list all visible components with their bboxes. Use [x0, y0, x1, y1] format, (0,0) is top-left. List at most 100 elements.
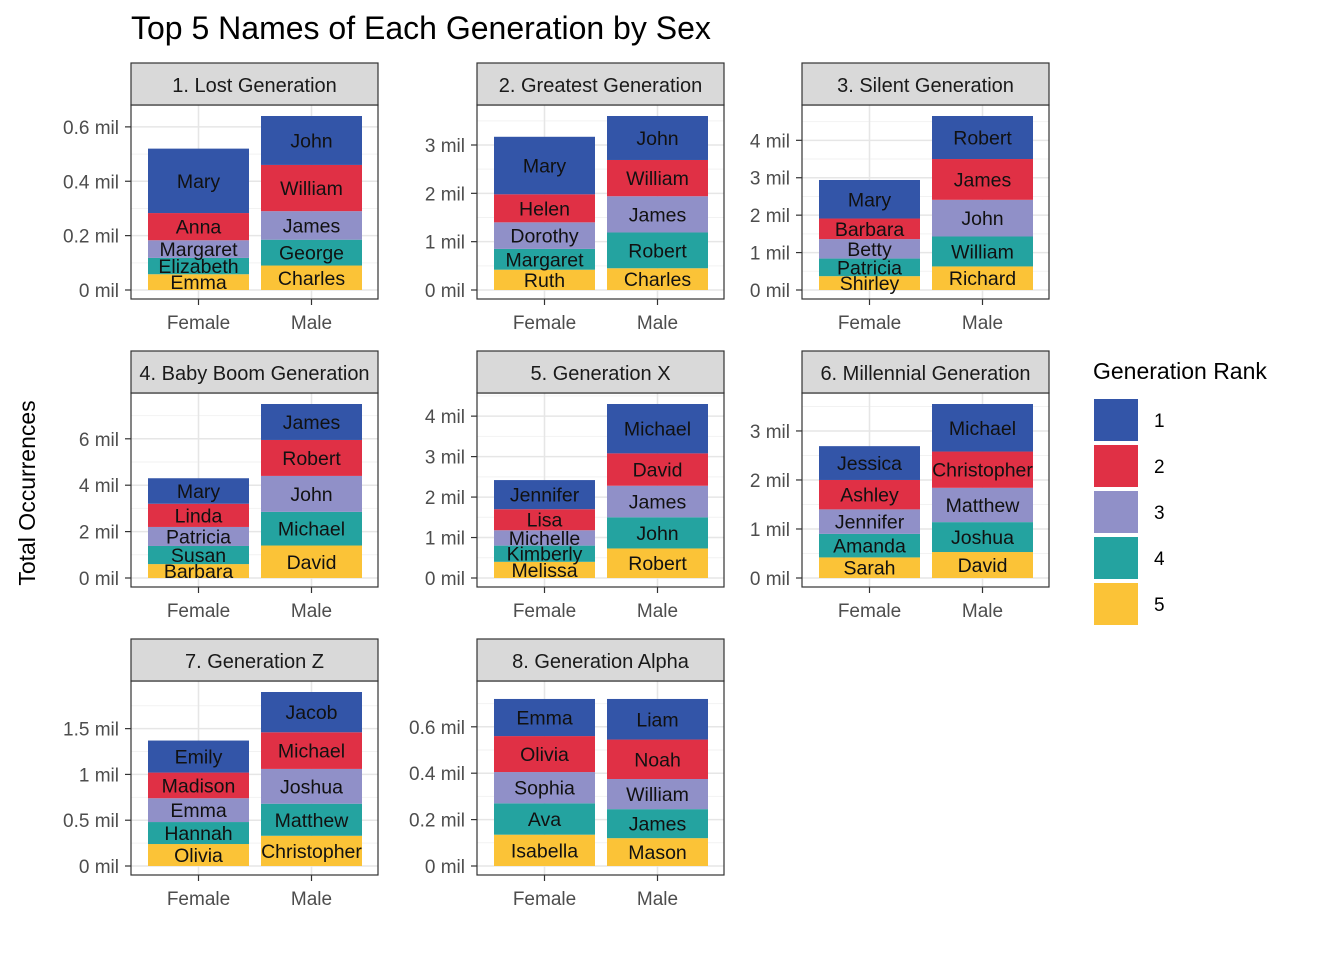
bar-segment	[607, 698, 708, 740]
bar-segment	[819, 533, 920, 558]
bar-label: Michael	[949, 418, 1016, 440]
x-tick-label: Male	[291, 601, 332, 622]
bar-segment	[607, 548, 708, 578]
bar-segment	[607, 485, 708, 518]
bar-segment	[148, 148, 249, 214]
y-tick-label: 0.6 mil	[409, 718, 465, 739]
bar-label: Michael	[278, 519, 345, 541]
bar-label: Melissa	[511, 560, 577, 582]
bar-label: Christopher	[261, 841, 362, 863]
legend-label: 1	[1154, 411, 1165, 432]
bar-segment	[932, 116, 1033, 160]
y-tick-label: 0.2 mil	[63, 227, 119, 248]
bar-label: Helen	[519, 198, 570, 220]
bar-label: Emma	[170, 800, 226, 822]
bar-segment	[261, 835, 362, 866]
bar-segment	[607, 196, 708, 233]
bar-label: Barbara	[835, 219, 905, 241]
bar-label: Charles	[624, 269, 691, 291]
legend-key	[1094, 491, 1138, 533]
bar-segment	[261, 211, 362, 240]
bar-segment	[819, 446, 920, 480]
bar-label: Susan	[171, 545, 226, 567]
bar-label: James	[629, 814, 687, 836]
x-tick-label: Female	[167, 889, 230, 910]
x-tick-label: Male	[637, 313, 678, 334]
bar-segment	[261, 692, 362, 733]
bar-segment	[494, 561, 595, 578]
bar-segment	[494, 698, 595, 737]
y-tick-label: 2 mil	[750, 471, 790, 492]
legend-key	[1094, 537, 1138, 579]
bar-label: Patricia	[837, 257, 902, 279]
bar-segment	[819, 179, 920, 219]
y-tick-label: 1 mil	[425, 529, 465, 550]
bar-segment	[148, 478, 249, 504]
bar-segment	[494, 509, 595, 531]
bar-label: Mason	[628, 842, 687, 864]
facet-strip	[130, 638, 379, 682]
bar-label: John	[961, 208, 1003, 230]
bar-segment	[932, 522, 1033, 553]
bar-label: Robert	[628, 553, 687, 575]
bar-segment	[932, 159, 1033, 200]
x-tick-label: Male	[962, 601, 1003, 622]
facet-strip	[130, 62, 379, 106]
bar-label: William	[280, 178, 343, 200]
x-tick-label: Female	[167, 601, 230, 622]
bar-label: Madison	[162, 775, 236, 797]
legend-label: 2	[1154, 457, 1165, 478]
bar-label: Ashley	[840, 485, 899, 507]
bar-label: Linda	[175, 505, 223, 527]
bar-label: David	[287, 552, 337, 574]
bar-segment	[148, 257, 249, 275]
bar-label: George	[279, 243, 344, 265]
bar-label: John	[290, 484, 332, 506]
bar-label: Isabella	[511, 840, 578, 862]
bar-segment	[148, 213, 249, 241]
bar-segment	[148, 822, 249, 845]
bar-label: James	[629, 492, 687, 514]
y-tick-label: 0 mil	[750, 569, 790, 590]
bar-segment	[494, 194, 595, 223]
bar-segment	[261, 265, 362, 290]
bar-label: James	[283, 215, 341, 237]
y-tick-label: 2 mil	[425, 184, 465, 205]
bar-segment	[932, 199, 1033, 237]
bar-label: Patricia	[166, 526, 231, 548]
bar-segment	[148, 503, 249, 527]
bar-label: Sarah	[843, 558, 895, 580]
bar-label: Michael	[624, 419, 691, 441]
y-tick-label: 4 mil	[750, 131, 790, 152]
y-tick-label: 1 mil	[750, 520, 790, 541]
bar-label: Jacob	[285, 702, 337, 724]
bar-segment	[261, 732, 362, 769]
y-tick-label: 1 mil	[79, 765, 119, 786]
bar-segment	[819, 479, 920, 510]
y-tick-label: 1 mil	[750, 244, 790, 265]
x-tick-label: Female	[838, 601, 901, 622]
facet-panels: EmmaElizabethMargaretAnnaMaryCharlesGeor…	[63, 62, 1050, 910]
facet-strip-label: 3. Silent Generation	[837, 75, 1014, 97]
x-tick-label: Male	[291, 889, 332, 910]
bar-segment	[607, 232, 708, 269]
bar-label: David	[958, 555, 1008, 577]
x-tick-label: Female	[513, 889, 576, 910]
bar-segment	[819, 509, 920, 534]
bar-segment	[607, 404, 708, 454]
bar-segment	[148, 240, 249, 258]
y-tick-label: 0.6 mil	[63, 118, 119, 139]
bar-segment	[494, 736, 595, 773]
bar-label: William	[626, 784, 689, 806]
y-tick-label: 1 mil	[425, 233, 465, 254]
bar-segment	[261, 545, 362, 578]
bar-segment	[261, 511, 362, 546]
bar-segment	[148, 526, 249, 546]
bar-label: Mary	[848, 189, 892, 211]
